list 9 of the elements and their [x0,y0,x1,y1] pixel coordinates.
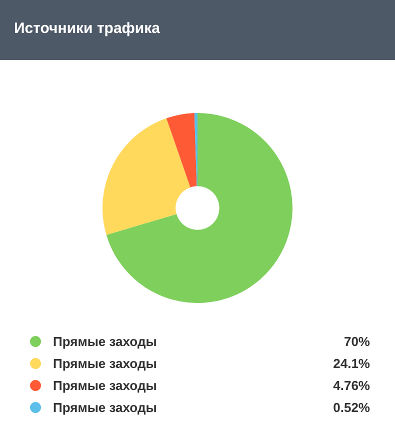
legend-label: Прямые заходы [53,400,158,414]
data-label: 4.76% [333,378,370,392]
data-label: 24.1% [333,356,370,370]
chart-title: Источники трафика [14,20,160,37]
legend-label: Прямые заходы [53,334,158,348]
legend-label: Прямые заходы [53,378,158,392]
legend-label: Прямые заходы [53,356,158,370]
data-label: 0.52% [333,400,370,414]
data-label: 70% [344,334,370,348]
